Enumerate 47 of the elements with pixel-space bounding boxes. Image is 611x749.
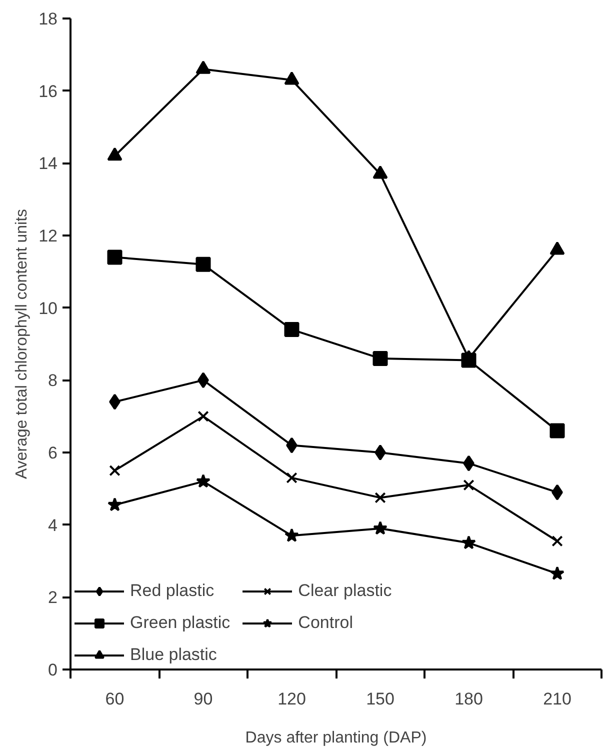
point — [461, 350, 476, 364]
point — [552, 536, 563, 547]
point — [109, 464, 120, 476]
point — [550, 423, 565, 438]
x-tick-label: 90 — [194, 690, 213, 708]
point — [550, 241, 565, 255]
point — [286, 472, 298, 484]
point — [284, 528, 299, 542]
point — [374, 444, 386, 460]
y-tick-label: 16 — [38, 82, 58, 101]
legend-label: Red plastic — [130, 581, 214, 601]
y-tick-label: 14 — [38, 154, 58, 174]
point — [107, 147, 122, 161]
point — [196, 474, 210, 488]
point — [284, 71, 300, 85]
point — [374, 492, 386, 504]
point — [198, 410, 209, 422]
x-axis-title: Days after planting (DAP) — [245, 730, 427, 746]
point — [196, 256, 211, 272]
x-tick-label: 180 — [454, 690, 483, 708]
point — [372, 350, 388, 366]
legend-label: Blue plastic — [130, 645, 217, 665]
legend-label: Control — [298, 613, 353, 633]
point — [107, 250, 122, 265]
y-axis-title: Average total chlorophyll content units — [14, 208, 31, 480]
point — [196, 60, 211, 74]
legend-label: Green plastic — [130, 613, 230, 633]
y-tick-label: 6 — [48, 444, 58, 462]
x-tick-label: 210 — [543, 690, 572, 708]
point — [372, 166, 388, 179]
legend-label: Clear plastic — [298, 581, 392, 601]
y-tick-label: 10 — [38, 298, 58, 318]
y-tick-label: 4 — [48, 516, 58, 535]
x-tick-label: 150 — [366, 690, 394, 708]
point — [462, 535, 476, 550]
point — [373, 520, 388, 535]
point — [108, 497, 122, 512]
y-tick-label: 18 — [38, 10, 58, 28]
y-tick-label: 0 — [48, 660, 58, 680]
point — [463, 479, 474, 491]
y-tick-label: 12 — [38, 226, 58, 246]
point — [550, 566, 564, 580]
y-tick-label: 8 — [48, 371, 58, 390]
x-tick-label: 60 — [105, 690, 124, 708]
x-tick-label: 120 — [278, 690, 306, 708]
y-tick-label: 2 — [48, 588, 58, 608]
point — [284, 322, 300, 338]
